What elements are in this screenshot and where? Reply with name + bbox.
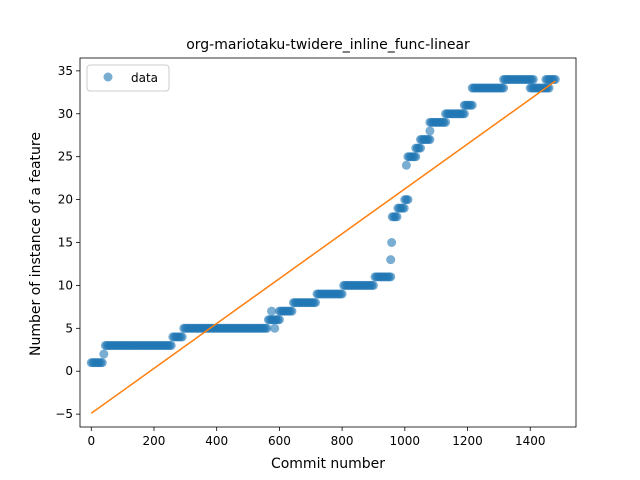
data-point: [166, 340, 176, 350]
legend-marker-data: [103, 72, 113, 82]
x-axis-label: Commit number: [271, 456, 385, 472]
chart-title: org-mariotaku-twidere_inline_func-linear: [186, 37, 470, 53]
data-point: [544, 83, 554, 93]
x-tick-label: 0: [87, 434, 95, 448]
data-point: [270, 323, 280, 333]
legend-box: [86, 64, 170, 92]
data-point: [441, 117, 451, 127]
y-tick-label: 0: [65, 364, 73, 378]
data-point: [310, 298, 320, 308]
data-point: [411, 152, 421, 162]
y-tick-label: 30: [58, 107, 73, 121]
x-tick-label: 1400: [515, 434, 546, 448]
y-tick-label: 25: [58, 150, 73, 164]
data-point: [403, 195, 413, 205]
data-point: [97, 358, 107, 368]
legend: data: [86, 64, 170, 92]
y-tick-label: 35: [58, 64, 73, 78]
data-point: [401, 160, 411, 170]
y-axis-ticks: −5 0 5 10 15 20 25 30 35: [55, 64, 80, 421]
fit-line: [90, 80, 556, 414]
data-point: [425, 126, 435, 136]
data-point: [177, 332, 187, 342]
x-tick-label: 600: [268, 434, 291, 448]
legend-label-data: data: [131, 71, 158, 85]
data-point: [337, 289, 347, 299]
y-axis-label: Number of instance of a feature: [28, 132, 44, 356]
y-tick-label: 15: [58, 236, 73, 250]
data-point: [425, 135, 435, 145]
data-point: [550, 74, 560, 84]
data-point: [386, 272, 396, 282]
x-axis-ticks: 0 200 400 600 800 1000 1200 1400: [87, 427, 545, 448]
data-point: [274, 315, 284, 325]
x-tick-label: 200: [143, 434, 166, 448]
data-point: [387, 238, 397, 247]
y-tick-label: 5: [65, 321, 73, 335]
data-point: [262, 323, 272, 333]
x-tick-label: 800: [331, 434, 354, 448]
data-point: [399, 203, 409, 213]
data-point: [459, 109, 469, 119]
data-point: [267, 306, 277, 316]
data-point: [386, 255, 396, 265]
data-point: [368, 280, 378, 290]
y-tick-label: 10: [58, 278, 73, 292]
data-point: [528, 74, 538, 84]
y-tick-label: 20: [58, 193, 73, 207]
data-point: [287, 306, 297, 316]
data-point: [499, 83, 509, 93]
data-point: [392, 212, 402, 222]
x-tick-label: 1000: [390, 434, 421, 448]
x-tick-label: 1200: [452, 434, 483, 448]
data-point: [415, 143, 425, 153]
plot-area: [86, 74, 560, 414]
data-point: [467, 100, 477, 110]
data-point: [99, 349, 109, 359]
y-tick-label: −5: [55, 407, 73, 421]
x-tick-label: 400: [205, 434, 228, 448]
